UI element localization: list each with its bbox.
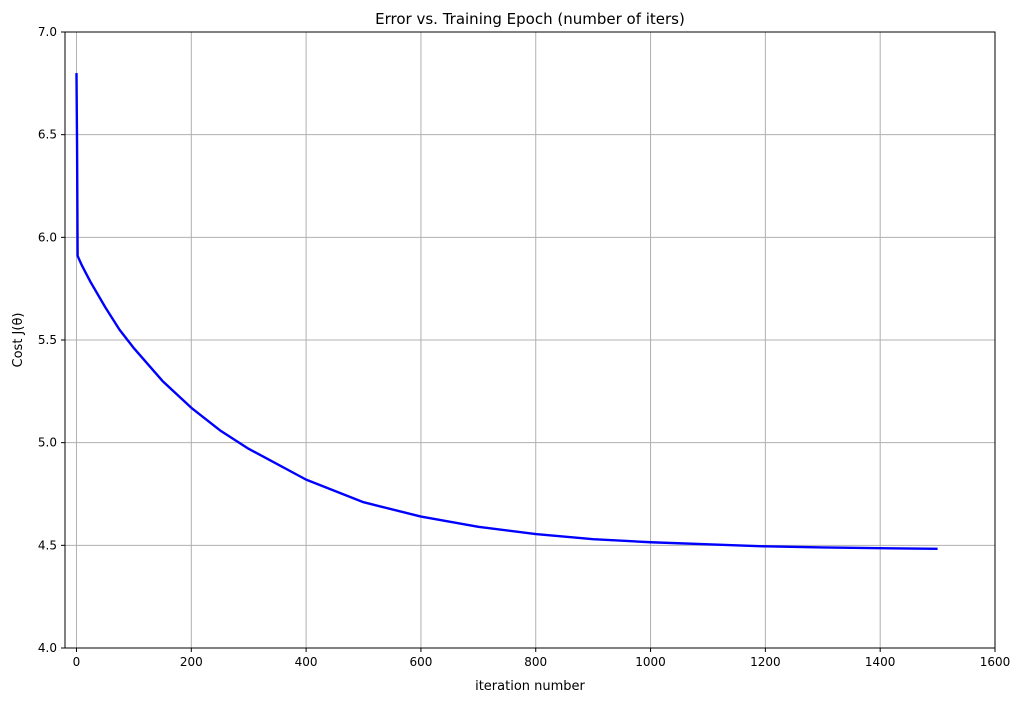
x-axis-label: iteration number: [475, 679, 585, 694]
cost-series-line: [75, 73, 938, 551]
x-tick-label: 800: [524, 655, 547, 669]
x-tick-label: 1000: [635, 655, 666, 669]
x-tick-label: 0: [73, 655, 81, 669]
y-tick-label: 5.5: [38, 333, 57, 347]
y-tick-label: 5.0: [38, 436, 57, 450]
x-tick-label: 1600: [980, 655, 1011, 669]
x-tick-label: 1400: [865, 655, 896, 669]
y-tick-label: 4.5: [38, 538, 57, 552]
y-tick-label: 6.0: [38, 230, 57, 244]
x-tick-label: 400: [295, 655, 318, 669]
grid: [65, 31, 996, 649]
x-tick-label: 200: [180, 655, 203, 669]
series-layer: [75, 73, 938, 551]
y-axis-label: Cost J(θ): [11, 313, 26, 368]
axis-ticks: 0 200 400 600 800 1000 1200 1400 1600 4.0 4.5 5.0 5.…: [38, 25, 1010, 669]
y-tick-label: 6.5: [38, 128, 57, 142]
y-tick-label: 7.0: [38, 25, 57, 39]
x-tick-label: 600: [409, 655, 432, 669]
x-tick-label: 1200: [750, 655, 781, 669]
y-tick-label: 4.0: [38, 641, 57, 655]
chart-title: Error vs. Training Epoch (number of iter…: [375, 10, 685, 28]
